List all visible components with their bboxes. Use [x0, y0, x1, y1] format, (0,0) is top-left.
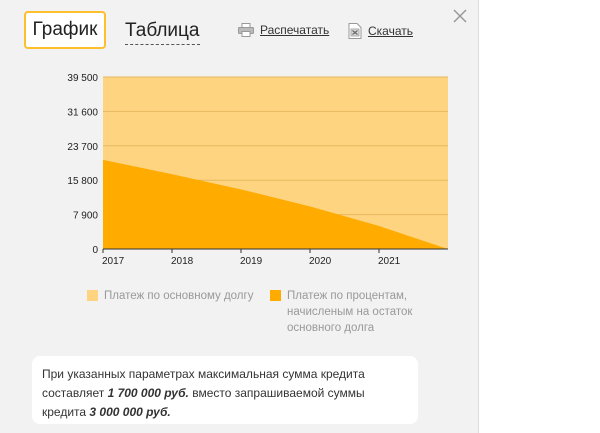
legend-principal-label: Платеж по основному долгу	[104, 290, 254, 302]
mortgage-schedule-panel: График Таблица Распечатать Скачать 0 7 90…	[0, 0, 479, 433]
series-area-principal	[103, 77, 448, 249]
legend-interest-swatch	[270, 290, 281, 301]
notice-requested-amount: 3 000 000 руб.	[89, 405, 171, 419]
series-area-interest	[103, 159, 448, 249]
x-tick-label: 2019	[240, 256, 263, 267]
spreadsheet-icon	[348, 23, 362, 39]
download-label: Скачать	[368, 24, 413, 38]
notice-max-amount: 1 700 000 руб.	[107, 386, 189, 400]
printer-icon	[238, 23, 254, 37]
legend-principal-swatch	[87, 290, 98, 301]
payment-chart: 0 7 900 15 800 23 700 31 600 39 500 2017 2018 20…	[67, 73, 448, 267]
x-tick-label: 2021	[378, 256, 401, 267]
download-link[interactable]: Скачать	[348, 23, 413, 39]
close-icon[interactable]	[452, 8, 468, 24]
x-tick-label: 2018	[171, 256, 194, 267]
tab-table[interactable]: Таблица	[125, 18, 200, 45]
y-tick-label: 15 800	[67, 176, 98, 187]
y-tick-label: 7 900	[73, 211, 98, 222]
legend-principal: Платеж по основному долгу	[87, 288, 253, 304]
legend-interest-label: Платеж по процентам, начисленым на остат…	[287, 290, 413, 334]
y-tick-label: 39 500	[67, 73, 98, 84]
print-label: Распечатать	[260, 23, 330, 37]
credit-limit-notice: При указанных параметрах максимальная су…	[32, 356, 418, 424]
y-tick-label: 23 700	[67, 142, 98, 153]
notice-text-before: При указанных параметрах максимальная су…	[42, 367, 365, 400]
notice-text-middle: вместо запрашиваемой суммы кредита	[42, 386, 365, 419]
x-tick-label: 2017	[102, 256, 125, 267]
legend-interest: Платеж по процентам, начисленым на остат…	[270, 288, 440, 336]
y-tick-label: 31 600	[67, 107, 98, 118]
y-tick-label: 0	[92, 245, 98, 256]
tab-graph[interactable]: График	[24, 11, 106, 49]
x-tick-label: 2020	[309, 256, 332, 267]
print-link[interactable]: Распечатать	[238, 23, 329, 37]
